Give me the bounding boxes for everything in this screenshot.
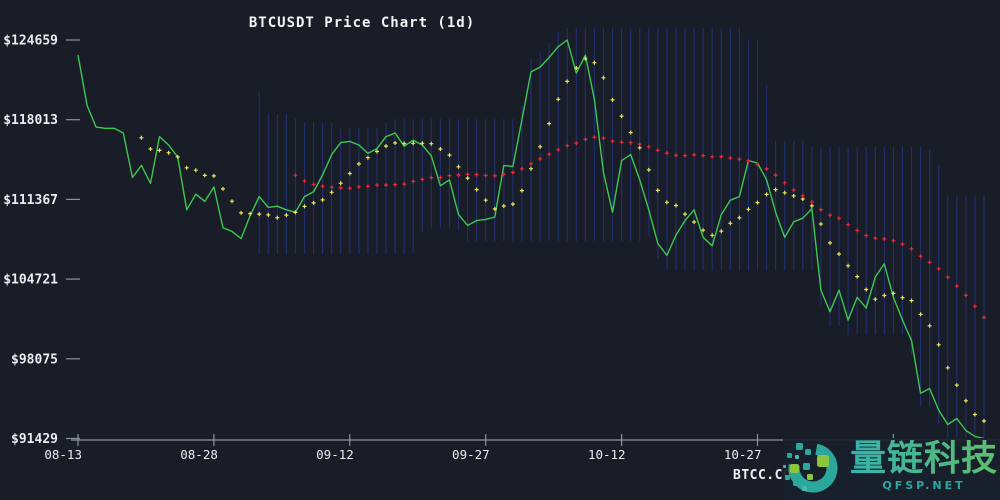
x-tick-label: 10-27 <box>724 447 762 462</box>
y-tick-label: $111367 <box>3 193 58 208</box>
price-line <box>77 39 985 440</box>
logo-mosaic-circle-icon <box>783 443 838 493</box>
y-tick-label: $91429 <box>11 432 58 447</box>
range-bars <box>258 28 985 438</box>
x-tick-label: 08-28 <box>180 447 218 462</box>
y-tick-label: $124659 <box>3 34 58 49</box>
ma25-markers <box>293 135 986 320</box>
y-axis-labels: $124659 $118013 $111367 $104721 $98075 $91429 <box>3 34 58 448</box>
x-tick-label: 08-13 <box>44 447 82 462</box>
y-tick-label: $98075 <box>11 352 58 367</box>
x-tick-label: 10-12 <box>588 447 626 462</box>
y-tick-label: $104721 <box>3 273 58 288</box>
btcc-watermark: BTCC.COM <box>733 468 800 483</box>
x-axis-labels: 08-13 08-28 09-12 09-27 10-12 10-27 <box>44 447 761 462</box>
logo-domain: QFSP.NET <box>882 479 966 492</box>
logo-qfsp: 量链科技 QFSP.NET <box>783 438 1000 500</box>
x-tick-label: 09-27 <box>452 447 490 462</box>
ma7-markers <box>139 56 986 423</box>
logo-text-block: 量链科技 QFSP.NET <box>849 438 999 493</box>
x-tick-label: 09-12 <box>316 447 354 462</box>
y-tick-label: $118013 <box>3 113 58 128</box>
chart-title: BTCUSDT Price Chart (1d) <box>248 15 476 31</box>
logo-company-name: 量链科技 <box>849 438 998 479</box>
y-axis-ticks <box>66 39 80 440</box>
